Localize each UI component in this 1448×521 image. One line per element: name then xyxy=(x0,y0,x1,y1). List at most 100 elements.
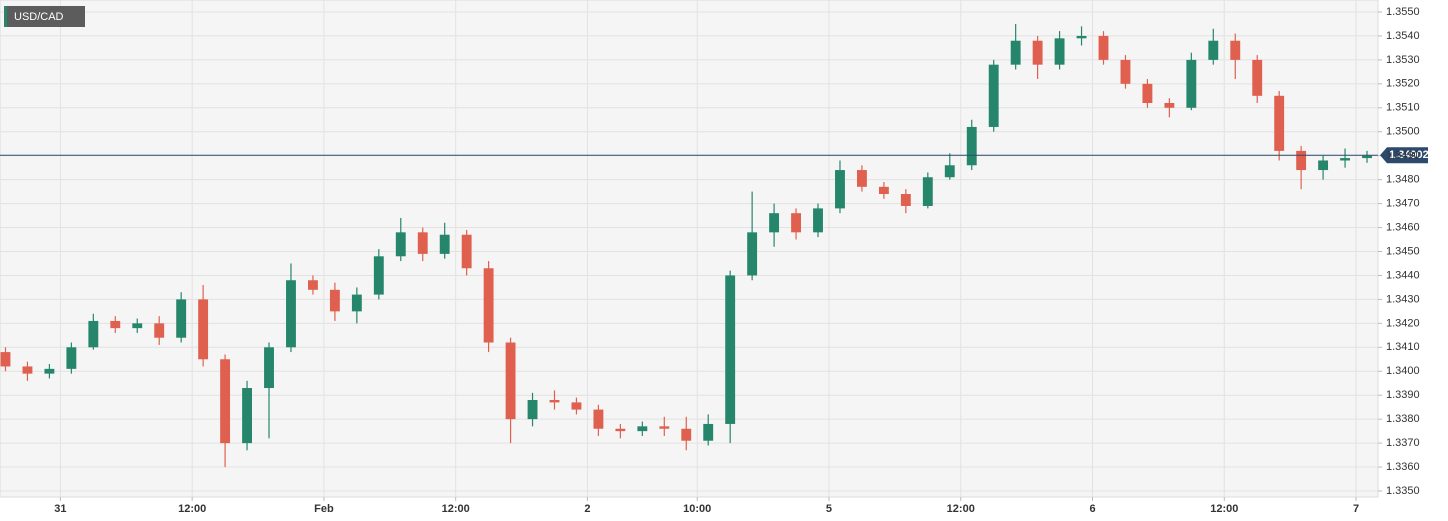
candle-body xyxy=(703,423,714,441)
x-tick-label: 6 xyxy=(1089,503,1095,515)
candle-body xyxy=(0,352,11,367)
candle-body xyxy=(856,170,867,187)
y-tick-label: 1.3510 xyxy=(1386,102,1420,114)
candle-body xyxy=(1032,40,1043,65)
x-tick-label: Feb xyxy=(314,503,334,515)
candle-body xyxy=(88,320,99,348)
x-tick-label: 12:00 xyxy=(178,503,206,515)
candle-body xyxy=(242,388,252,444)
candle-body xyxy=(1098,35,1109,60)
candle-body xyxy=(220,359,231,444)
candle-body xyxy=(329,289,340,312)
candle-body xyxy=(900,194,911,206)
y-tick-label: 1.3410 xyxy=(1386,341,1420,353)
y-tick-label: 1.3540 xyxy=(1386,30,1420,42)
candle-body xyxy=(264,347,274,389)
y-tick-label: 1.3520 xyxy=(1386,78,1420,90)
candle-body xyxy=(615,428,626,432)
candle-body xyxy=(637,426,648,432)
candle-body xyxy=(527,399,538,420)
candle-body xyxy=(505,342,516,420)
candle-body xyxy=(1120,59,1131,84)
candle-body xyxy=(1186,59,1197,108)
candle-body xyxy=(835,170,845,209)
y-tick-label: 1.3370 xyxy=(1386,437,1420,449)
last-price-tag xyxy=(1380,147,1428,164)
overlay: 1.34902 xyxy=(0,147,1429,164)
y-tick-label: 1.3360 xyxy=(1386,461,1420,473)
candle-body xyxy=(198,299,209,360)
x-tick-label: 12:00 xyxy=(442,503,470,515)
plot-area xyxy=(0,0,1379,498)
candle-body xyxy=(439,234,450,254)
y-tick-label: 1.3390 xyxy=(1386,389,1420,401)
candle-body xyxy=(1296,150,1307,171)
candle-body xyxy=(725,275,736,424)
y-tick-label: 1.3460 xyxy=(1386,221,1420,233)
candle-body xyxy=(395,232,406,257)
candle-body xyxy=(988,64,999,127)
y-tick-label: 1.3400 xyxy=(1386,365,1420,377)
candle-body xyxy=(461,234,472,269)
candle-body xyxy=(1362,155,1372,159)
candle-body xyxy=(1274,95,1285,151)
candle-body xyxy=(66,347,77,369)
y-tick-label: 1.3440 xyxy=(1386,269,1420,281)
x-tick-label: 12:00 xyxy=(1210,503,1238,515)
legend-badge xyxy=(4,6,85,27)
candle-body xyxy=(110,320,121,329)
y-tick-label: 1.3490 xyxy=(1386,150,1420,162)
candle-body xyxy=(1230,40,1241,60)
y-tick-label: 1.3380 xyxy=(1386,413,1420,425)
candle-body xyxy=(769,213,780,233)
candle-body xyxy=(373,256,384,295)
candle-body xyxy=(1142,83,1153,103)
candle-body xyxy=(417,232,428,254)
x-tick-label: 2 xyxy=(584,503,590,515)
x-tick-label: 10:00 xyxy=(683,503,711,515)
candle-body xyxy=(1208,40,1219,60)
legend-label: USD/CAD xyxy=(14,11,64,23)
last-price-label: 1.34902 xyxy=(1389,149,1429,161)
candle-body xyxy=(791,213,801,233)
legend-swatch xyxy=(4,6,7,27)
candle-body xyxy=(132,323,143,329)
y-tick-label: 1.3480 xyxy=(1386,174,1420,186)
y-tick-label: 1.3530 xyxy=(1386,54,1420,66)
y-tick-label: 1.3500 xyxy=(1386,126,1420,138)
candle-body xyxy=(286,280,296,348)
candle-body xyxy=(176,299,187,338)
y-tick-label: 1.3450 xyxy=(1386,245,1420,257)
candle-body xyxy=(483,268,494,343)
y-tick-label: 1.3470 xyxy=(1386,197,1420,209)
y-tick-label: 1.3550 xyxy=(1386,6,1420,18)
x-tick-label: 31 xyxy=(54,503,66,515)
candle-body xyxy=(922,177,933,206)
candle-body xyxy=(571,402,582,410)
candle-body xyxy=(944,165,955,178)
candle-body xyxy=(351,294,362,312)
candle-body xyxy=(154,323,165,338)
candle-body xyxy=(1010,40,1021,65)
x-tick-label: 5 xyxy=(826,503,832,515)
y-tick-label: 1.3350 xyxy=(1386,485,1420,497)
candle-body xyxy=(44,368,55,374)
candle-body xyxy=(1252,59,1263,96)
candle-body xyxy=(966,126,977,166)
candle-body xyxy=(549,399,560,403)
candle-body xyxy=(593,409,604,429)
candle-body xyxy=(1340,158,1351,161)
x-tick-label: 12:00 xyxy=(947,503,975,515)
y-tick-label: 1.3420 xyxy=(1386,317,1420,329)
candle-body xyxy=(1318,160,1329,171)
candle-body xyxy=(1076,35,1087,39)
candle-body xyxy=(878,186,889,195)
candle-body xyxy=(813,208,823,233)
candle-body xyxy=(22,366,33,374)
y-tick-label: 1.3430 xyxy=(1386,293,1420,305)
candle-body xyxy=(659,426,670,429)
x-tick-label: 7 xyxy=(1353,503,1359,515)
candle-body xyxy=(1164,102,1175,108)
candle-body xyxy=(307,280,318,290)
